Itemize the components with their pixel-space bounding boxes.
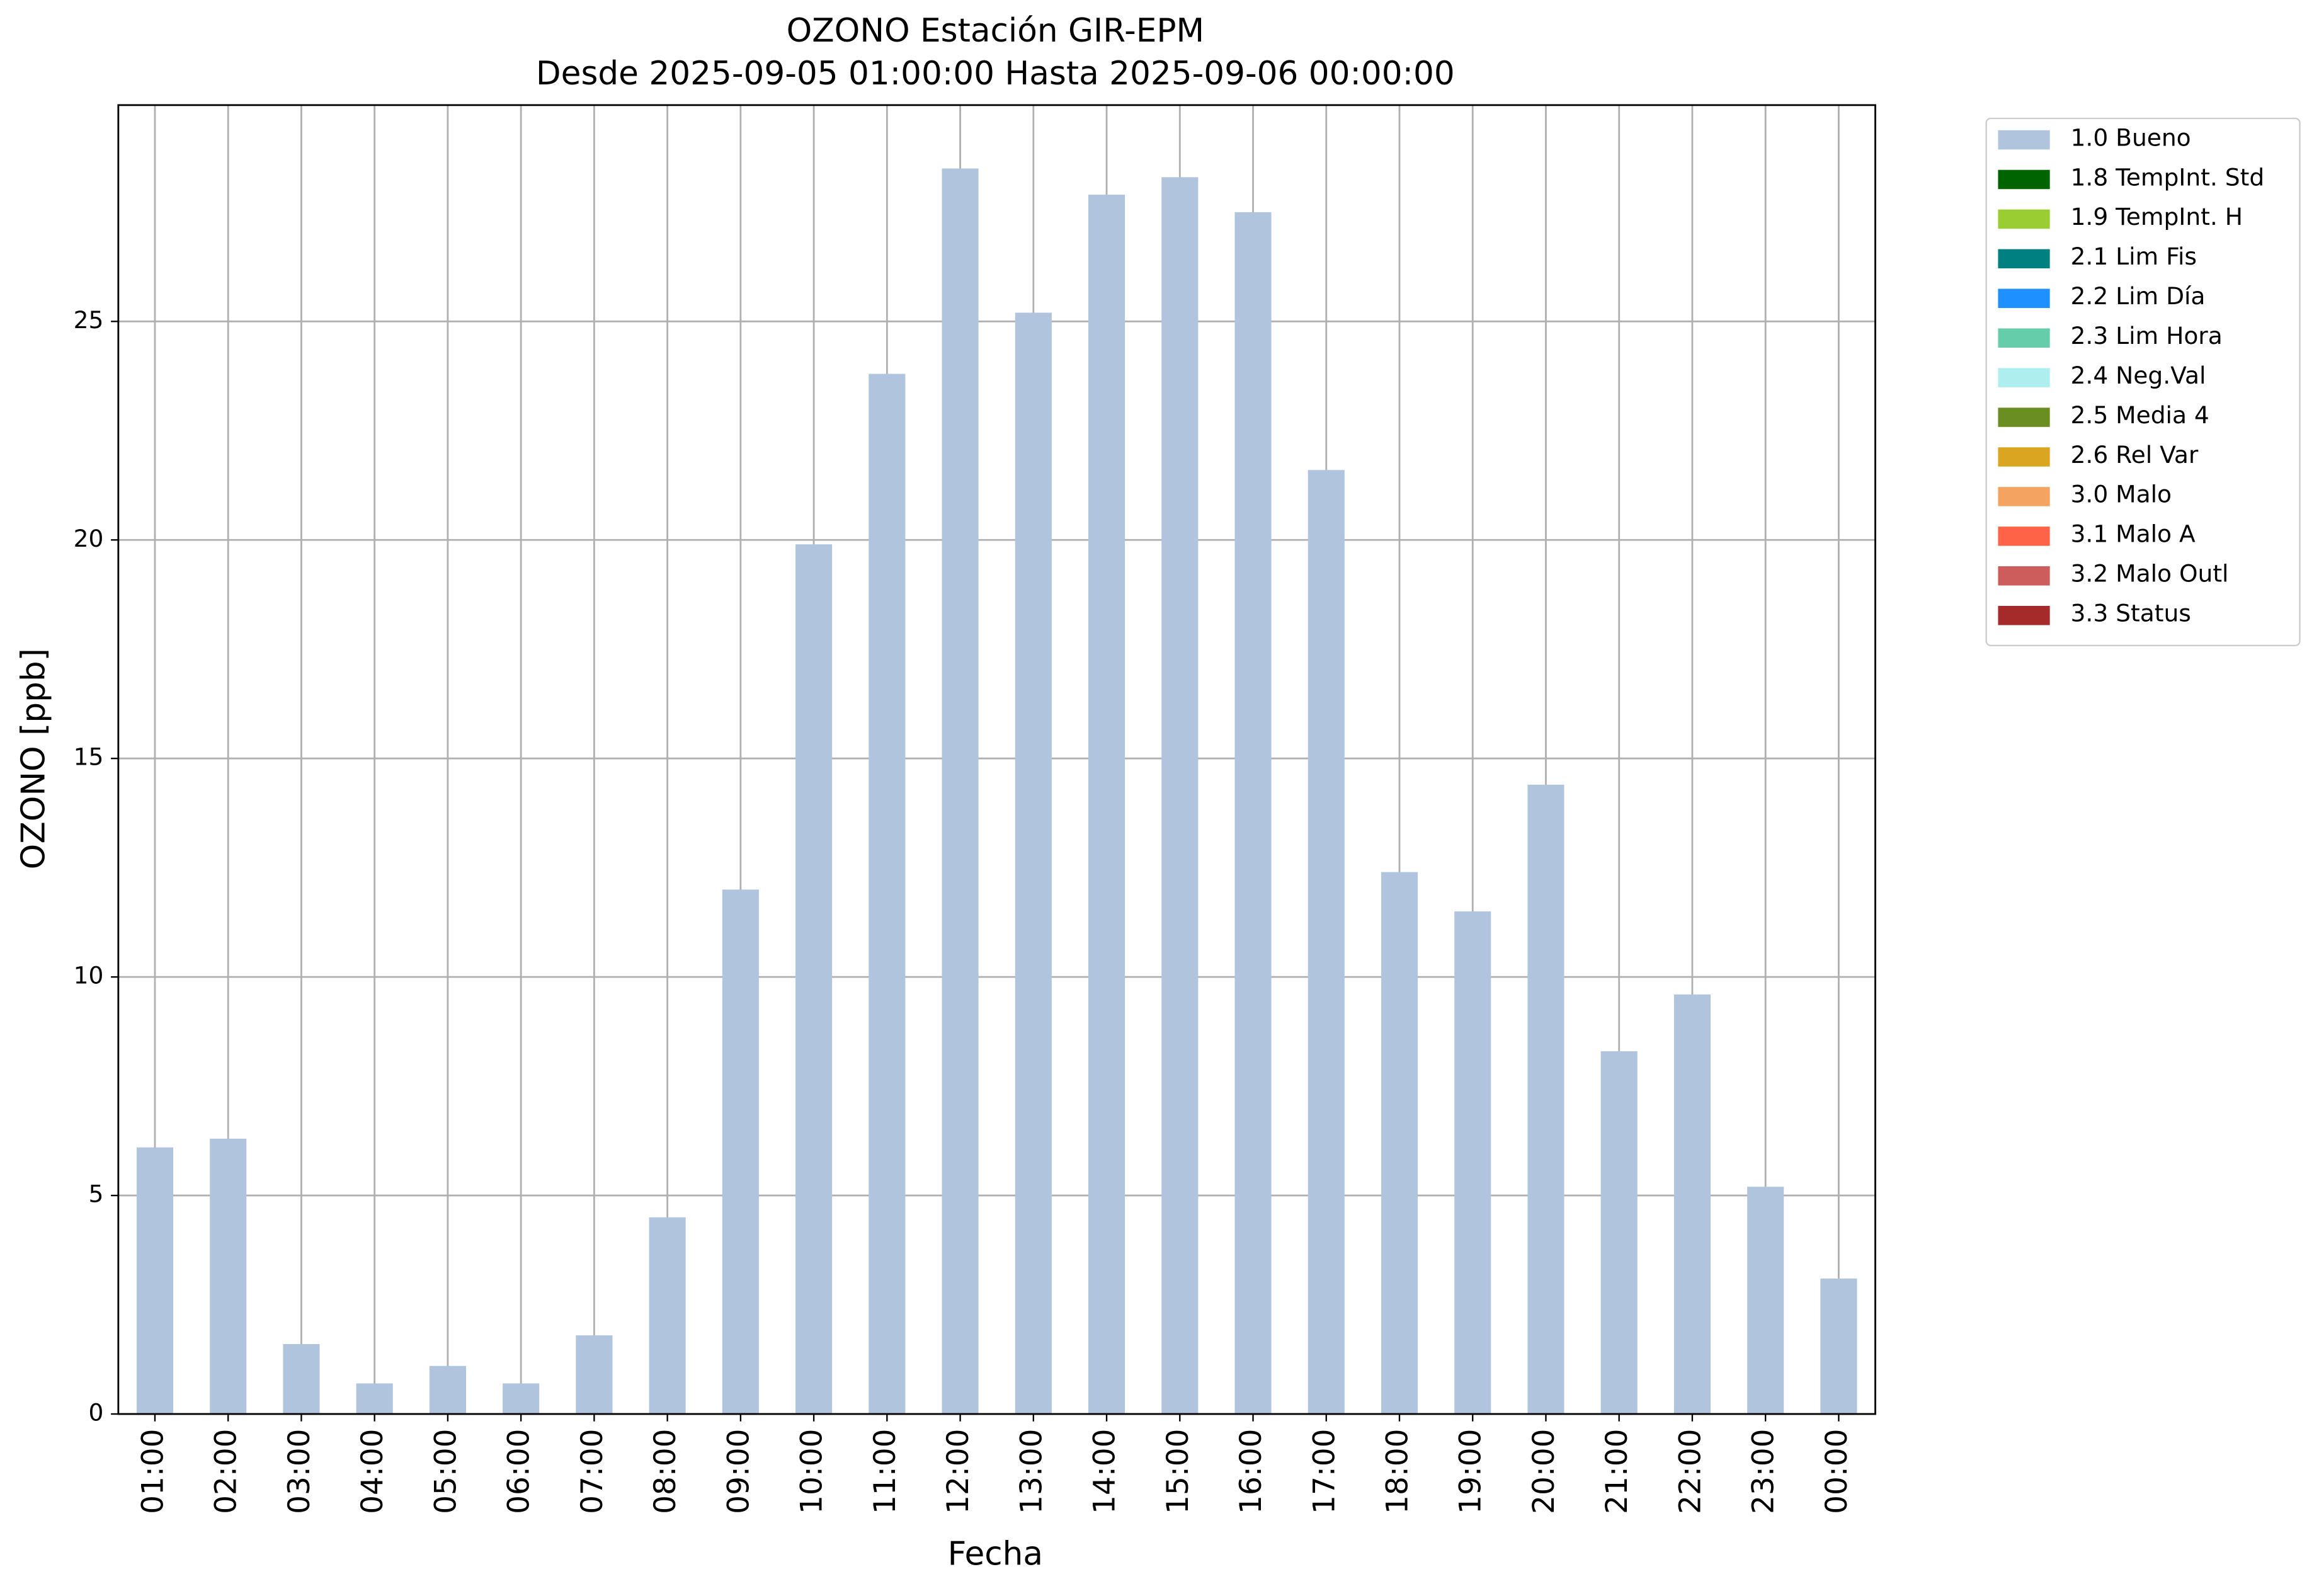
legend-label: 3.3 Status: [2071, 600, 2191, 627]
chart-subtitle: Desde 2025-09-05 01:00:00 Hasta 2025-09-…: [536, 55, 1455, 93]
legend-swatch: [1998, 527, 2050, 546]
x-tick-label: 22:00: [1673, 1429, 1707, 1514]
x-tick-label: 02:00: [209, 1429, 244, 1514]
x-tick-label: 16:00: [1234, 1429, 1268, 1514]
x-tick-label: 06:00: [502, 1429, 537, 1514]
bar: [576, 1335, 613, 1415]
x-tick-label: 04:00: [355, 1429, 390, 1514]
bar: [1673, 994, 1711, 1415]
x-tick-label: 18:00: [1380, 1429, 1415, 1514]
legend-swatch: [1998, 408, 2050, 427]
legend-label: 2.6 Rel Var: [2071, 441, 2199, 469]
x-axis-label: Fecha: [948, 1535, 1043, 1573]
bars: [136, 168, 1857, 1415]
legend-swatch: [1998, 447, 2050, 467]
x-tick-label: 07:00: [575, 1429, 610, 1514]
bar: [1747, 1187, 1784, 1415]
bar: [795, 544, 833, 1415]
legend-swatch: [1998, 605, 2050, 625]
bar: [1161, 177, 1199, 1415]
legend-label: 3.0 Malo: [2071, 481, 2172, 508]
bar: [210, 1138, 247, 1415]
y-tick-label: 0: [88, 1399, 103, 1427]
legend-swatch: [1998, 328, 2050, 348]
x-tick-label: 23:00: [1746, 1429, 1781, 1514]
x-tick-label: 10:00: [795, 1429, 829, 1514]
legend-swatch: [1998, 566, 2050, 586]
y-tick-label: 10: [74, 962, 104, 989]
legend-label: 1.9 TempInt. H: [2071, 203, 2243, 231]
bar: [429, 1365, 466, 1415]
legend-swatch: [1998, 249, 2050, 269]
x-tick-label: 15:00: [1161, 1429, 1195, 1514]
y-tick-label: 25: [74, 306, 104, 334]
x-tick-label: 08:00: [648, 1429, 683, 1514]
legend-swatch: [1998, 169, 2050, 190]
bar: [1381, 872, 1418, 1415]
legend-label: 3.1 Malo A: [2071, 520, 2196, 548]
plot-frame: [117, 104, 1876, 1415]
legend-label: 3.2 Malo Outl: [2071, 560, 2229, 588]
bar: [503, 1383, 540, 1415]
legend-box: [1985, 117, 2301, 647]
x-tick-label: 09:00: [721, 1429, 756, 1514]
y-tick-label: 20: [74, 525, 104, 552]
x-tick-label: 12:00: [941, 1429, 976, 1514]
y-axis-label: OZONO [ppb]: [14, 648, 52, 869]
legend-label: 2.4 Neg.Val: [2071, 362, 2206, 389]
legend-label: 2.5 Media 4: [2071, 401, 2209, 429]
bar: [1527, 784, 1564, 1415]
x-tick-label: 01:00: [135, 1429, 170, 1514]
x-tick-label: 11:00: [868, 1429, 903, 1514]
bar: [722, 889, 759, 1415]
legend-label: 2.2 Lim Día: [2071, 282, 2206, 310]
y-tick-label: 5: [88, 1180, 103, 1208]
legend-swatch: [1998, 288, 2050, 309]
bar: [1234, 212, 1272, 1415]
bar: [1088, 195, 1125, 1415]
legend-label: 2.1 Lim Fis: [2071, 242, 2197, 270]
x-tick-label: 20:00: [1527, 1429, 1561, 1514]
bar: [1308, 470, 1345, 1415]
legend-swatch: [1998, 130, 2050, 150]
x-tick-label: 03:00: [282, 1429, 317, 1514]
bar: [1820, 1278, 1857, 1415]
bar: [1454, 911, 1491, 1415]
legend-label: 2.3 Lim Hora: [2071, 322, 2223, 350]
x-tick-label: 14:00: [1088, 1429, 1122, 1514]
x-tick-label: 05:00: [428, 1429, 463, 1514]
legend-swatch: [1998, 209, 2050, 229]
x-tick-label: 21:00: [1600, 1429, 1634, 1514]
chart-title: OZONO Estación GIR-EPM: [787, 12, 1204, 50]
y-tick-label: 15: [74, 743, 104, 771]
legend-label: 1.0 Bueno: [2071, 123, 2191, 151]
bar: [136, 1147, 174, 1415]
bar: [356, 1383, 393, 1415]
bar: [1015, 312, 1052, 1415]
x-tick-label: 00:00: [1820, 1429, 1854, 1514]
x-tick-label: 13:00: [1014, 1429, 1049, 1514]
legend-swatch: [1998, 487, 2050, 506]
legend-label: 1.8 TempInt. Std: [2071, 163, 2265, 191]
bar: [942, 168, 979, 1415]
bar: [283, 1344, 320, 1415]
x-tick-label: 19:00: [1454, 1429, 1488, 1514]
bar: [869, 373, 906, 1415]
bar: [649, 1217, 686, 1415]
bar: [1600, 1051, 1638, 1415]
x-tick-label: 17:00: [1307, 1429, 1342, 1514]
legend-swatch: [1998, 368, 2050, 387]
